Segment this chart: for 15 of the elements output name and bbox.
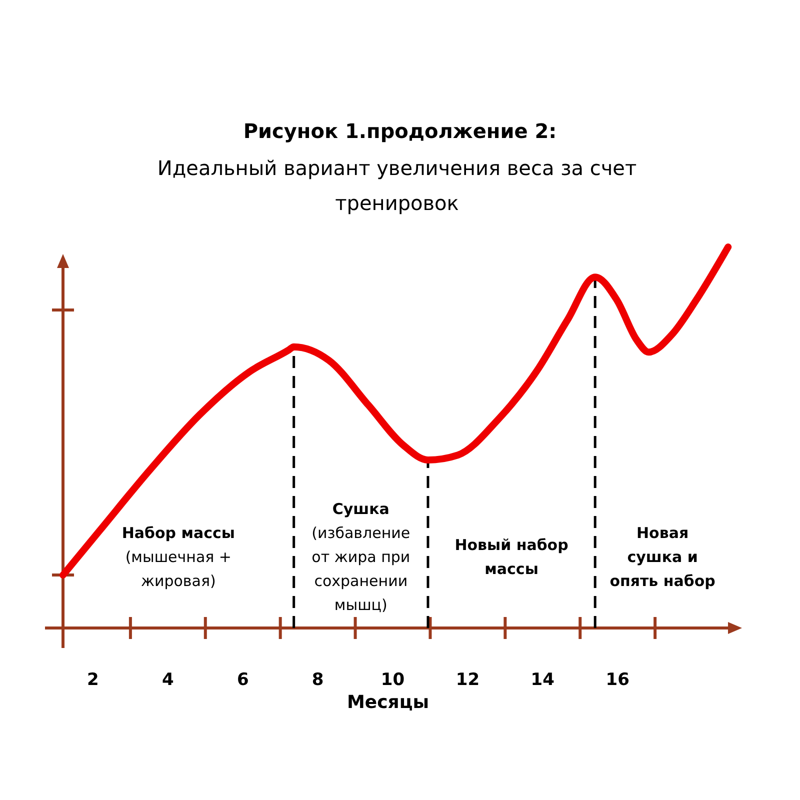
annotation: Новая сушка и опять набор	[610, 524, 716, 590]
x-tick-label: 14	[530, 670, 555, 690]
x-tick-label: 10	[380, 670, 405, 690]
x-tick-label: 6	[236, 670, 249, 690]
x-tick-label: 2	[87, 670, 99, 690]
x-tick-label: 4	[162, 670, 174, 690]
chart-title: Рисунок 1.продолжение 2:	[243, 119, 557, 143]
x-axis-title: Месяцы	[347, 692, 429, 713]
annotation: Новый набор массы	[454, 536, 569, 578]
annotation: Сушка (избавление от жира при сохранении мышц)	[312, 500, 410, 614]
x-tick-label: 8	[312, 670, 324, 690]
x-tick-label: 12	[456, 670, 480, 690]
chart-subtitle: Идеальный вариант увеличения веса за счет тренировок	[157, 156, 637, 215]
x-tick-label: 16	[606, 670, 630, 690]
annotation: Набор массы (мышечная + жировая)	[122, 524, 235, 590]
